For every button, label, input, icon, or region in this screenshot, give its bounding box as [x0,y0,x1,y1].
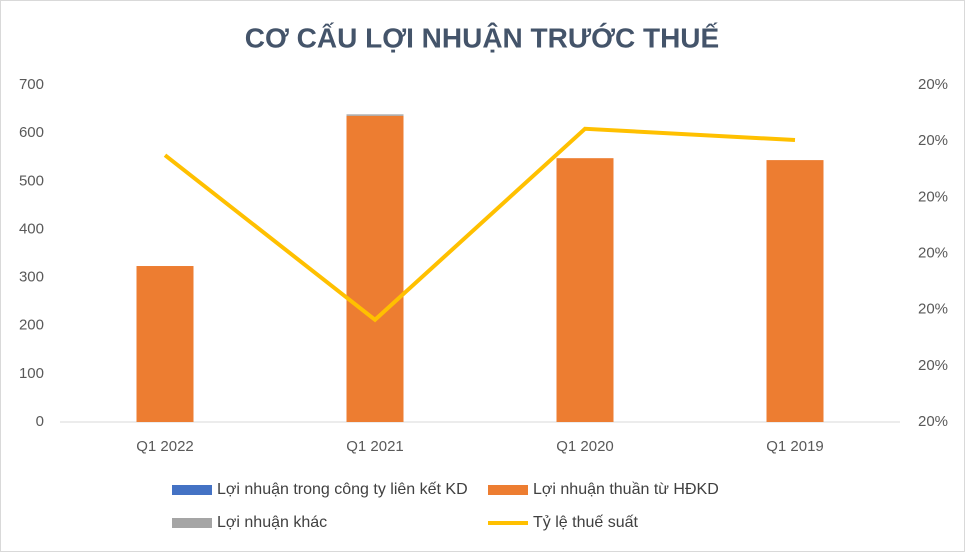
x-tick-label: Q1 2021 [346,438,404,455]
y-tick-label: 100 [19,365,44,382]
legend-label: Lợi nhuận thuần từ HĐKD [533,481,719,498]
chart-title: CƠ CẤU LỢI NHUẬN TRƯỚC THUẾ [245,22,719,53]
legend-swatch [172,518,212,528]
x-tick-label: Q1 2019 [766,438,824,455]
y-tick-label: 200 [19,317,44,334]
y2-tick-label: 20% [918,244,948,261]
legend-swatch [172,485,212,495]
y2-tick-label: 20% [918,132,948,149]
y-tick-label: 0 [36,413,44,430]
legend-swatch [488,485,528,495]
bar [136,266,194,422]
y2-tick-label: 20% [918,413,948,430]
y-tick-label: 300 [19,269,44,286]
legend-label: Tỷ lệ thuế suất [533,514,639,531]
bar [346,114,404,116]
y2-tick-label: 20% [918,357,948,374]
x-tick-label: Q1 2022 [136,438,194,455]
y-tick-label: 600 [19,124,44,141]
legend-label: Lợi nhuận trong công ty liên kết KD [217,481,468,498]
bar [556,158,614,423]
y-tick-label: 500 [19,172,44,189]
y2-tick-label: 20% [918,76,948,93]
y-tick-label: 700 [19,76,44,93]
bar [346,115,404,422]
legend-label: Lợi nhuận khác [217,514,327,531]
x-tick-label: Q1 2020 [556,438,614,455]
y2-tick-label: 20% [918,301,948,318]
bar [766,160,824,423]
y2-tick-label: 20% [918,188,948,205]
y-tick-label: 400 [19,220,44,237]
line [163,126,796,323]
